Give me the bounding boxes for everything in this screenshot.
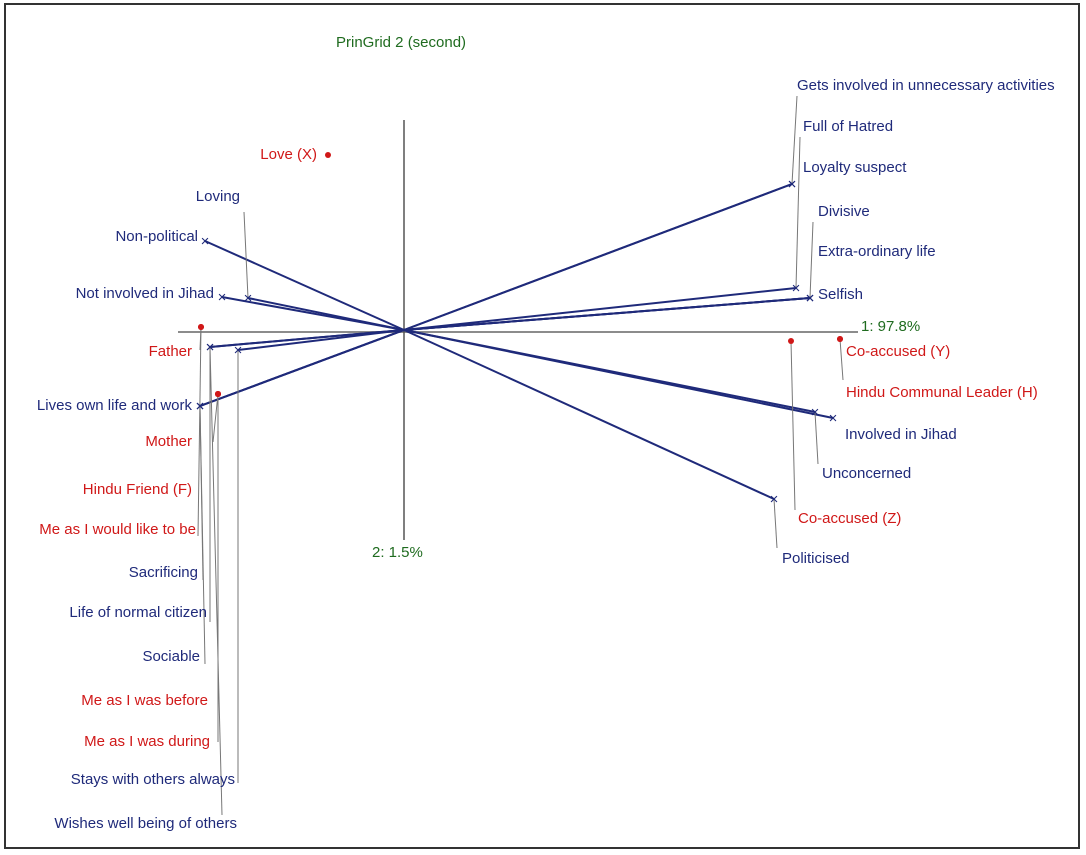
axis-2-label: 2: 1.5% [372, 544, 423, 561]
construct-marker-divisive: × [806, 290, 815, 307]
leader-lines [197, 95, 844, 816]
element-label-hindu-friend-f: Hindu Friend (F) [83, 481, 192, 498]
construct-marker-gets-involved-in-unnecessary-activities: × [788, 176, 797, 193]
element-label-me-as-i-was-during: Me as I was during [84, 733, 210, 750]
construct-vector-loyalty-suspect [403, 183, 793, 331]
construct-label-politicised: Politicised [782, 550, 850, 567]
construct-leader-politicised [773, 498, 778, 549]
construct-label-loyalty-suspect: Loyalty suspect [803, 159, 907, 176]
construct-label-not-involved-in-jihad: Not involved in Jihad [76, 285, 214, 302]
construct-marker-stays-with-others-always: × [234, 342, 243, 359]
construct-marker-non-political: × [201, 233, 210, 250]
construct-leader-unconcerned [814, 411, 819, 465]
axis-1-label: 1: 97.8% [861, 318, 920, 335]
element-marker-me-as-i-was-during [215, 391, 221, 397]
construct-vector-selfish [403, 297, 811, 331]
construct-label-full-of-hatred: Full of Hatred [803, 118, 893, 135]
element-label-co-accused-y: Co-accused (Y) [846, 343, 950, 360]
construct-marker-extra-ordinary-life: × [806, 290, 815, 307]
construct-leader-sociable [199, 405, 206, 665]
construct-leader-gets-involved-in-unnecessary-activities [791, 95, 798, 185]
construct-marker-politicised: × [770, 491, 779, 508]
construct-label-stays-with-others-always: Stays with others always [71, 771, 235, 788]
construct-label-wishes-well-being-of-others: Wishes well being of others [54, 815, 237, 832]
construct-label-lives-own-life-and-work: Lives own life and work [37, 397, 193, 414]
construct-marker-not-involved-in-jihad: × [218, 289, 227, 306]
construct-marker-wishes-well-being-of-others: × [206, 339, 215, 356]
construct-marker-full-of-hatred: × [792, 280, 801, 297]
construct-vector-not-involved-in-jihad [221, 296, 405, 331]
element-label-me-as-i-was-before: Me as I was before [81, 692, 208, 709]
element-marker-love-x [325, 152, 331, 158]
chart-title: PrinGrid 2 (second) [336, 34, 466, 51]
element-marker-co-accused-z [788, 338, 794, 344]
construct-vector-wishes-well-being-of-others [209, 329, 405, 348]
construct-marker-life-of-normal-citizen: × [206, 339, 215, 356]
element-leader-me-as-i-would-like-to-be [197, 326, 202, 537]
construct-vector-politicised [403, 329, 775, 500]
element-label-co-accused-z: Co-accused (Z) [798, 510, 901, 527]
construct-label-sacrificing: Sacrificing [129, 564, 198, 581]
construct-label-extra-ordinary-life: Extra-ordinary life [818, 243, 936, 260]
construct-marker-involved-in-jihad: × [829, 410, 838, 427]
construct-label-selfish: Selfish [818, 286, 863, 303]
axes [178, 120, 858, 540]
chart-frame [4, 3, 1080, 849]
element-marker-hindu-communal-leader-h [837, 336, 843, 342]
construct-marker-loyalty-suspect: × [788, 176, 797, 193]
element-label-hindu-communal-leader-h: Hindu Communal Leader (H) [846, 384, 1038, 401]
construct-vector-non-political [204, 240, 405, 331]
element-leader-mother [212, 393, 219, 443]
element-label-mother: Mother [145, 433, 192, 450]
construct-marker-sociable: × [196, 398, 205, 415]
point-labels: Gets involved in unnecessary activities F… [37, 77, 1055, 832]
element-label-me-as-i-would-like-to-be: Me as I would like to be [39, 521, 196, 538]
construct-label-non-political: Non-political [115, 228, 198, 245]
element-leader-co-accused-z [790, 340, 796, 511]
element-marker-me-as-i-would-like-to-be [198, 324, 204, 330]
construct-vectors [199, 183, 834, 500]
construct-vector-unconcerned [403, 329, 816, 413]
construct-label-divisive: Divisive [818, 203, 870, 220]
element-label-father: Father [149, 343, 192, 360]
construct-marker-unconcerned: × [811, 404, 820, 421]
construct-label-life-of-normal-citizen: Life of normal citizen [69, 604, 207, 621]
construct-label-sociable: Sociable [142, 648, 200, 665]
construct-leader-loving [243, 211, 249, 299]
construct-marker-lives-own-life-and-work: × [196, 398, 205, 415]
element-leader-hindu-communal-leader-h [839, 338, 844, 381]
construct-leader-wishes-well-being-of-others [209, 346, 223, 816]
construct-vector-sociable [199, 329, 405, 407]
construct-leader-divisive [809, 221, 814, 299]
element-label-love-x: Love (X) [260, 146, 317, 163]
construct-vector-full-of-hatred [403, 287, 797, 331]
construct-label-gets-involved-in-unnecessary-activities: Gets involved in unnecessary activities [797, 77, 1055, 94]
construct-marker-loving: × [244, 290, 253, 307]
construct-label-loving: Loving [196, 188, 240, 205]
construct-label-unconcerned: Unconcerned [822, 465, 911, 482]
construct-leader-full-of-hatred [795, 136, 801, 289]
construct-label-involved-in-jihad: Involved in Jihad [845, 426, 957, 443]
construct-marker-selfish: × [806, 290, 815, 307]
construct-marker-sacrificing: × [196, 398, 205, 415]
markers: ×××××××××××××××××× [196, 152, 843, 508]
